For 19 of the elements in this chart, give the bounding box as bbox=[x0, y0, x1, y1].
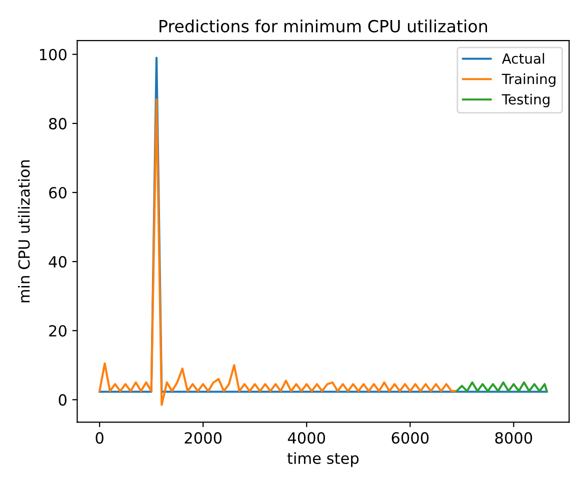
legend-label: Actual bbox=[502, 53, 544, 64]
legend-label: Training bbox=[502, 73, 556, 87]
y-tick-label: 100 bbox=[40, 48, 66, 60]
y-axis-title: min CPU utilization bbox=[18, 160, 30, 302]
y-tick-label: 40 bbox=[48, 256, 66, 268]
x-tick-label: 2000 bbox=[184, 432, 222, 444]
x-tick-label: 8000 bbox=[495, 432, 532, 444]
x-axis-title: time step bbox=[287, 452, 359, 467]
line-series bbox=[456, 381, 548, 392]
y-tick-label: 80 bbox=[49, 118, 66, 130]
line-series bbox=[98, 98, 458, 406]
x-tick-label: 0 bbox=[96, 432, 104, 444]
y-tick-label: 20 bbox=[49, 325, 66, 337]
y-tick-label: 60 bbox=[49, 186, 66, 199]
y-tick-label: 0 bbox=[58, 394, 66, 406]
x-tick-label: 4000 bbox=[288, 432, 326, 444]
x-tick-label: 6000 bbox=[392, 432, 429, 444]
chart-title: Predictions for minimum CPU utilization bbox=[160, 20, 487, 32]
legend-label: Testing bbox=[502, 94, 550, 108]
